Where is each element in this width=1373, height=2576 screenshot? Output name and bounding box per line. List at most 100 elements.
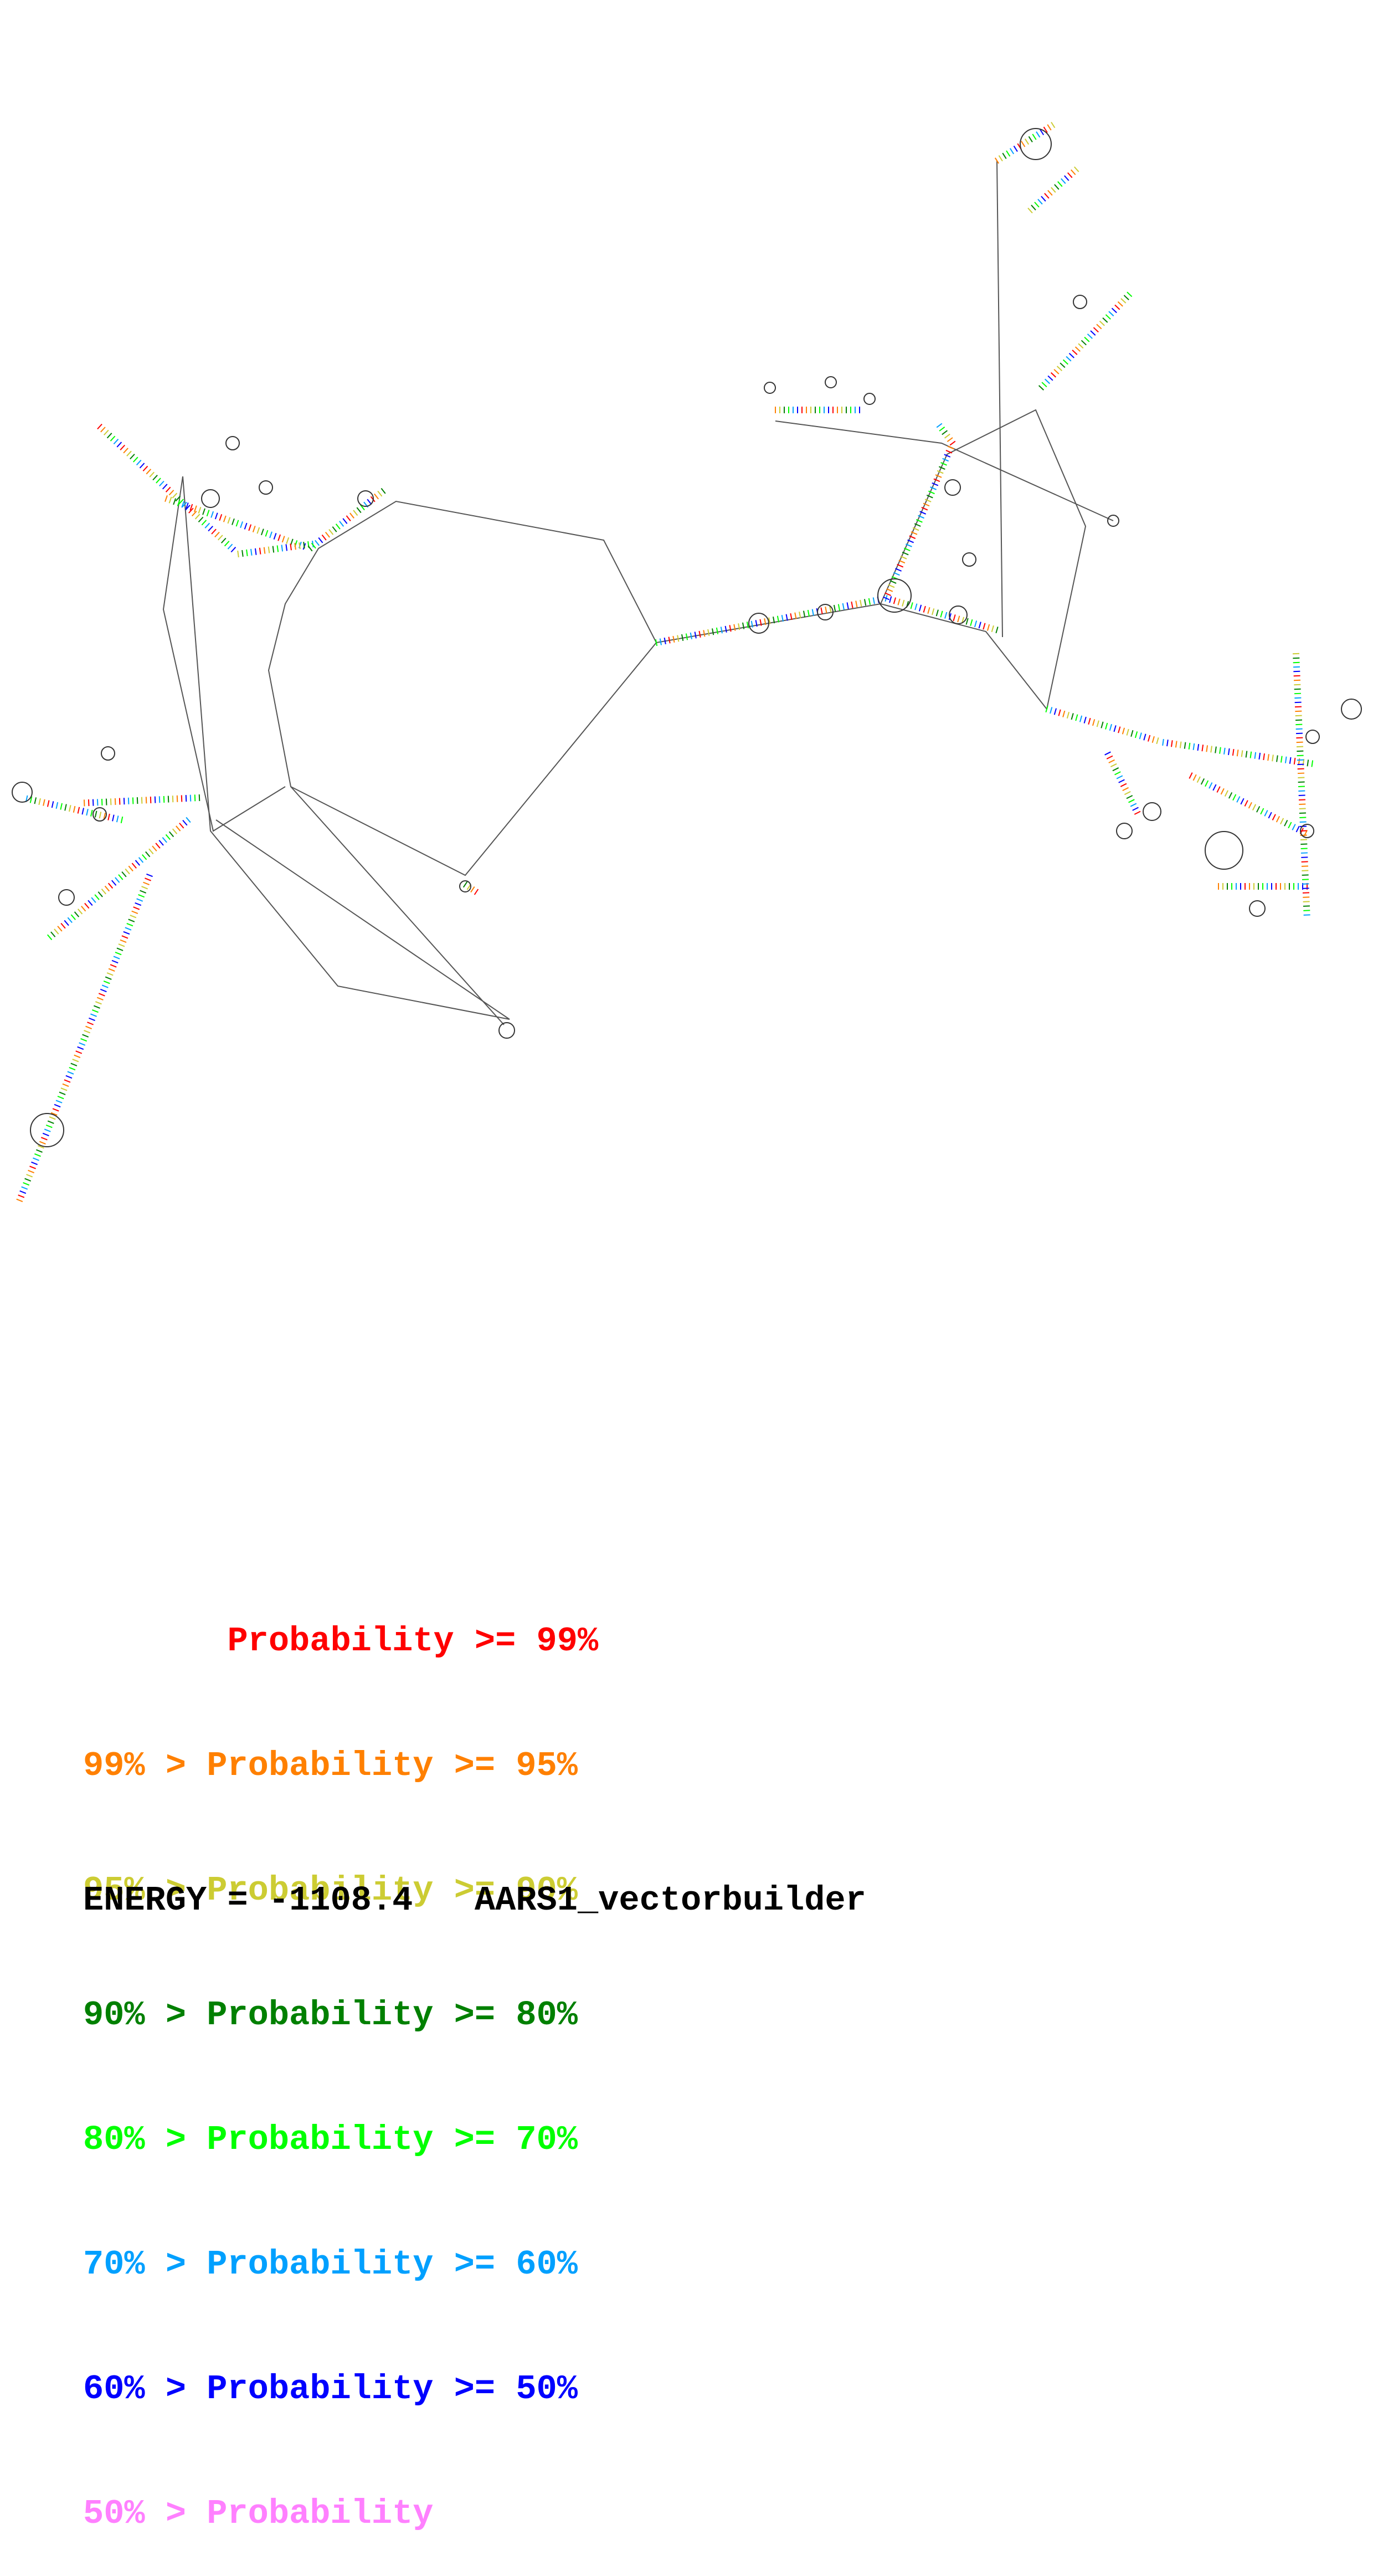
- base-pair: [1031, 205, 1036, 210]
- base-pair: [1068, 173, 1072, 178]
- base-pair: [99, 993, 105, 995]
- base-pair: [1117, 776, 1123, 778]
- base-pair: [109, 883, 113, 888]
- base-pair: [668, 637, 670, 644]
- base-pair: [813, 609, 814, 616]
- base-pair: [945, 612, 947, 619]
- base-pair: [269, 547, 270, 553]
- base-pair: [199, 794, 200, 801]
- base-pair: [117, 442, 121, 447]
- base-pair: [121, 817, 123, 823]
- base-pair: [1237, 797, 1240, 803]
- base-pair: [143, 466, 147, 471]
- base-pair: [207, 510, 209, 516]
- base-pair: [911, 602, 913, 609]
- base-pair: [63, 1084, 69, 1086]
- base-pair: [249, 525, 251, 531]
- loop: [12, 782, 32, 802]
- backbone-segment: [656, 604, 1047, 709]
- base-pair: [947, 438, 953, 442]
- base-pair: [140, 463, 144, 468]
- base-pair: [192, 511, 197, 516]
- base-pair: [115, 878, 120, 882]
- base-pair: [53, 1109, 59, 1111]
- base-pair: [953, 614, 955, 621]
- base-pair: [78, 909, 83, 914]
- base-pair: [112, 880, 116, 885]
- base-pair: [71, 915, 75, 920]
- base-pair: [137, 899, 143, 901]
- base-pair: [132, 911, 138, 914]
- base-pair: [1029, 136, 1032, 142]
- backbone-segment: [291, 787, 504, 1025]
- base-pair: [222, 538, 226, 543]
- base-pair: [1277, 755, 1278, 762]
- base-pair: [721, 627, 722, 633]
- base-pair: [1060, 363, 1065, 367]
- base-pair: [340, 521, 343, 526]
- base-pair: [1028, 208, 1032, 213]
- base-pair: [73, 1059, 79, 1061]
- base-pair: [708, 629, 709, 636]
- base-pair: [74, 806, 75, 813]
- base-pair: [1110, 724, 1112, 731]
- base-pair: [58, 1096, 64, 1099]
- base-pair: [242, 550, 243, 557]
- base-pair: [156, 478, 161, 483]
- base-pair: [282, 545, 283, 551]
- base-pair: [196, 514, 200, 519]
- base-pair: [162, 838, 167, 843]
- base-pair: [202, 520, 206, 525]
- base-pair: [902, 600, 904, 607]
- base-pair: [475, 889, 479, 895]
- base-pair: [52, 801, 54, 808]
- base-pair: [1119, 779, 1125, 782]
- base-pair: [378, 491, 382, 496]
- base-pair: [83, 1034, 89, 1036]
- backbone-segment: [997, 161, 1002, 637]
- base-pair: [1078, 343, 1083, 348]
- base-pair: [1105, 723, 1107, 730]
- base-pair: [35, 797, 37, 804]
- base-pair: [76, 1051, 82, 1053]
- base-pair: [186, 795, 187, 802]
- base-pair: [39, 798, 40, 805]
- base-pair: [312, 543, 316, 548]
- base-pair: [56, 1100, 62, 1102]
- backbone-segment: [881, 410, 1086, 709]
- base-pair: [1103, 318, 1108, 322]
- base-pair: [143, 882, 149, 885]
- base-pair: [948, 447, 954, 449]
- base-pair: [89, 1018, 95, 1020]
- base-pair: [205, 523, 209, 528]
- base-pair: [1156, 737, 1158, 744]
- base-pair: [127, 451, 131, 456]
- backbone-segment: [163, 476, 285, 831]
- base-pair: [225, 541, 229, 546]
- base-pair: [1264, 810, 1267, 817]
- base-pair: [29, 1166, 35, 1168]
- base-pair: [1065, 176, 1069, 181]
- base-pair: [1221, 788, 1224, 794]
- base-pair: [1261, 808, 1263, 814]
- loop: [963, 553, 976, 566]
- base-pair: [1201, 778, 1204, 784]
- base-pair: [1114, 725, 1115, 732]
- base-pair: [95, 811, 97, 818]
- base-pair: [146, 469, 151, 474]
- base-pair: [108, 814, 110, 820]
- base-pair: [36, 1150, 42, 1152]
- base-pair: [1285, 757, 1287, 763]
- base-pair: [127, 923, 133, 926]
- base-pair: [90, 1014, 96, 1016]
- base-pair: [1039, 386, 1044, 390]
- base-pair: [1251, 752, 1252, 758]
- base-pair: [1063, 711, 1065, 717]
- base-pair: [374, 494, 378, 499]
- base-pair: [1109, 311, 1114, 316]
- base-pair: [208, 526, 213, 531]
- base-pair: [61, 923, 65, 928]
- base-pair: [1047, 125, 1051, 130]
- base-pair: [1067, 712, 1069, 719]
- base-pair: [100, 989, 106, 992]
